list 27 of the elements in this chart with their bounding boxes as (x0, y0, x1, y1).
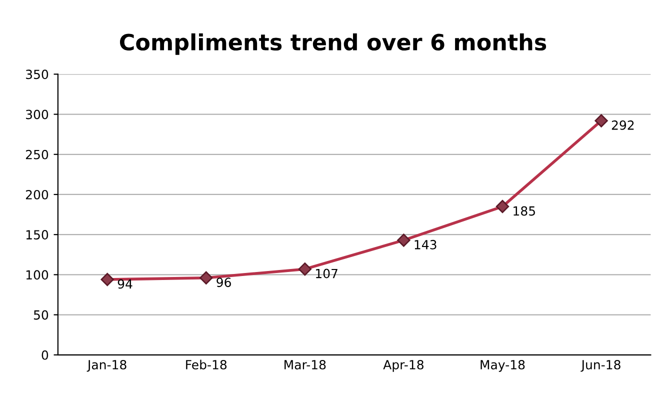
y-tick-label: 150 (26, 230, 48, 240)
y-tick-label: 200 (26, 190, 48, 200)
x-tick-label: Apr-18 (383, 360, 424, 372)
data-label: 94 (118, 279, 132, 289)
x-tick-label: Mar-18 (284, 360, 326, 370)
point (594, 114, 608, 128)
data-label: 292 (612, 120, 634, 130)
data-label: 143 (414, 240, 436, 250)
y-tick-label: 100 (26, 270, 48, 280)
y-tick-label: 250 (26, 150, 48, 160)
x-tick-label: Feb-18 (186, 360, 227, 370)
point (397, 234, 410, 247)
point (496, 200, 510, 214)
y-tick-label: 0 (42, 350, 48, 360)
chart-title: Compliments trend over 6 months (120, 33, 546, 55)
x-tick-label: May-18 (480, 360, 525, 372)
data-label: 107 (316, 268, 338, 278)
x-tick-label: Jun-18 (580, 360, 620, 372)
data-label: 185 (514, 206, 535, 216)
y-tick-label: 300 (26, 110, 48, 120)
point (100, 272, 114, 286)
data-label: 96 (216, 278, 231, 288)
point (200, 271, 213, 284)
y-tick-label: 50 (34, 310, 48, 320)
y-tick-label: 350 (26, 70, 48, 80)
x-tick-label: Jan-18 (86, 360, 126, 372)
point (298, 262, 312, 276)
